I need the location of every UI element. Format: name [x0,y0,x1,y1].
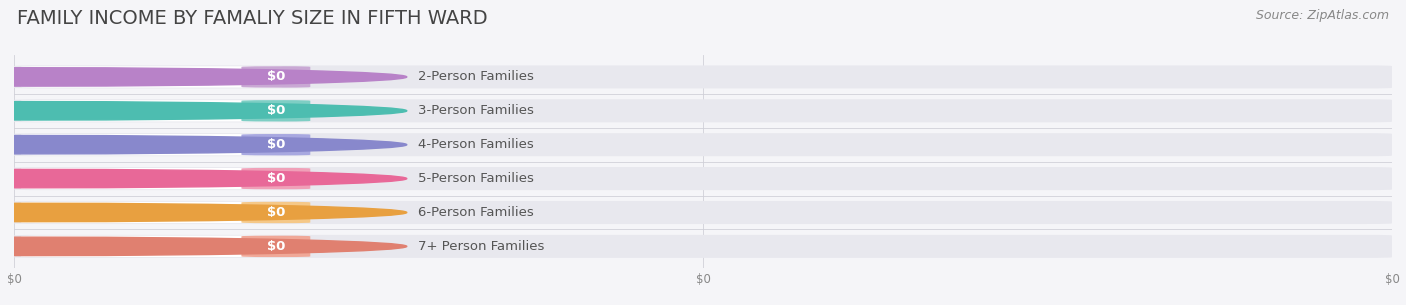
FancyBboxPatch shape [21,202,283,223]
FancyBboxPatch shape [242,100,311,121]
FancyBboxPatch shape [21,134,283,155]
Circle shape [0,135,406,154]
Text: $0: $0 [267,104,285,117]
Text: $0: $0 [267,206,285,219]
Circle shape [0,102,406,120]
FancyBboxPatch shape [242,168,311,189]
FancyBboxPatch shape [242,66,311,88]
Text: $0: $0 [267,172,285,185]
FancyBboxPatch shape [14,235,1392,258]
FancyBboxPatch shape [242,202,311,223]
Text: $0: $0 [267,240,285,253]
FancyBboxPatch shape [14,167,1392,190]
Text: $0: $0 [267,70,285,84]
Text: 4-Person Families: 4-Person Families [418,138,533,151]
FancyBboxPatch shape [242,236,311,257]
FancyBboxPatch shape [14,99,1392,122]
FancyBboxPatch shape [21,236,283,257]
Text: 7+ Person Families: 7+ Person Families [418,240,544,253]
Circle shape [0,68,406,86]
FancyBboxPatch shape [242,134,311,155]
Text: 2-Person Families: 2-Person Families [418,70,534,84]
Text: 6-Person Families: 6-Person Families [418,206,533,219]
FancyBboxPatch shape [14,133,1392,156]
Circle shape [0,237,406,256]
Text: FAMILY INCOME BY FAMALIY SIZE IN FIFTH WARD: FAMILY INCOME BY FAMALIY SIZE IN FIFTH W… [17,9,488,28]
Text: Source: ZipAtlas.com: Source: ZipAtlas.com [1256,9,1389,22]
Circle shape [0,203,406,222]
FancyBboxPatch shape [21,100,283,121]
FancyBboxPatch shape [14,201,1392,224]
FancyBboxPatch shape [21,168,283,189]
Text: 3-Person Families: 3-Person Families [418,104,534,117]
Text: $0: $0 [267,138,285,151]
FancyBboxPatch shape [21,66,283,88]
Circle shape [0,169,406,188]
FancyBboxPatch shape [14,65,1392,88]
Text: 5-Person Families: 5-Person Families [418,172,534,185]
